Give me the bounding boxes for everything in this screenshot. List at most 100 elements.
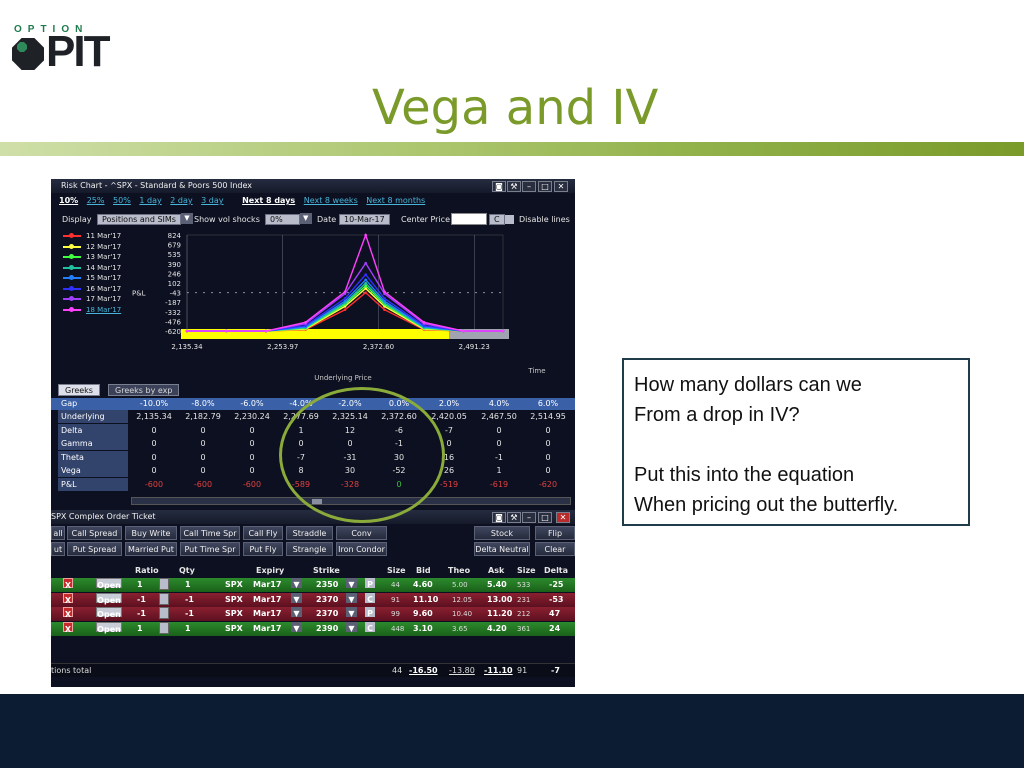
leg-ask[interactable]: 4.20: [487, 623, 507, 633]
remove-leg-icon[interactable]: X: [63, 592, 73, 605]
leg-bid[interactable]: 4.60: [413, 580, 433, 589]
ratio-spinner[interactable]: [159, 592, 169, 605]
put-call-toggle[interactable]: C: [365, 621, 375, 633]
chevron-down-icon[interactable]: ▼: [291, 592, 302, 604]
legend-item[interactable]: 12 Mar'17: [63, 242, 121, 253]
legend-item[interactable]: 17 Mar'17: [63, 294, 121, 305]
time-label: Time: [527, 367, 545, 375]
total-ask[interactable]: -11.10: [484, 666, 513, 675]
strategy-button[interactable]: Put Spread: [67, 542, 122, 556]
strategy-button[interactable]: Straddle: [286, 526, 333, 540]
strategy-button[interactable]: Call Time Spr: [180, 526, 240, 540]
total-theo: -13.80: [449, 666, 475, 675]
minimize-icon[interactable]: –: [522, 181, 536, 192]
maximize-icon[interactable]: □: [538, 181, 552, 192]
date-field[interactable]: 10-Mar-17: [339, 213, 390, 226]
remove-leg-icon[interactable]: X: [63, 578, 73, 590]
strategy-button[interactable]: Delta Neutral: [474, 542, 530, 556]
chevron-down-icon[interactable]: ▼: [346, 607, 357, 618]
chevron-down-icon[interactable]: ▼: [180, 213, 193, 224]
ratio-spinner[interactable]: [159, 607, 169, 619]
strategy-button[interactable]: Iron Condor: [336, 542, 387, 556]
period-link-8weeks[interactable]: Next 8 weeks: [303, 196, 358, 205]
close-icon[interactable]: ✕: [556, 512, 570, 523]
strategy-button[interactable]: Call Fly: [243, 526, 283, 540]
tab-greeks[interactable]: Greeks: [58, 384, 100, 396]
strategy-button[interactable]: Clear: [535, 542, 575, 556]
display-select[interactable]: Positions and SIMs ▼: [97, 213, 193, 226]
strategy-button[interactable]: Married Put: [125, 542, 177, 556]
camera-icon[interactable]: ◙: [492, 181, 506, 192]
strategy-button[interactable]: Stock: [474, 526, 530, 540]
leg-ask[interactable]: 13.00: [487, 594, 513, 604]
legend-item[interactable]: 16 Mar'17: [63, 284, 121, 295]
chevron-down-icon[interactable]: ▼: [291, 578, 302, 589]
open-close-button[interactable]: Open: [96, 621, 122, 634]
close-icon[interactable]: ✕: [554, 181, 568, 192]
period-link-8days[interactable]: Next 8 days: [242, 196, 296, 205]
strategy-buttons-row1: all Call Spread Buy Write Call Time Spr Call…: [51, 526, 575, 541]
center-button[interactable]: C: [489, 213, 505, 226]
leg-ask[interactable]: 11.20: [487, 609, 513, 618]
disable-lines-checkbox[interactable]: [505, 215, 514, 224]
strategy-button[interactable]: Call Spread: [67, 526, 122, 540]
open-close-button[interactable]: Open: [96, 578, 122, 590]
chevron-down-icon[interactable]: ▼: [346, 621, 357, 633]
legend-item[interactable]: 18 Mar'17: [63, 305, 121, 316]
pl-series-point: [364, 261, 367, 265]
callout-box: How many dollars can we From a drop in I…: [622, 358, 970, 526]
leg-ask-size: 231: [517, 595, 531, 604]
camera-icon[interactable]: ◙: [492, 512, 506, 523]
chevron-down-icon[interactable]: ▼: [299, 213, 312, 224]
range-link-10[interactable]: 10%: [59, 196, 79, 205]
remove-leg-icon[interactable]: X: [63, 607, 73, 619]
put-call-toggle[interactable]: P: [365, 578, 375, 589]
legend-item[interactable]: 15 Mar'17: [63, 273, 121, 284]
chevron-down-icon[interactable]: ▼: [291, 621, 302, 633]
strategy-button[interactable]: Flip: [535, 526, 575, 540]
strategy-button[interactable]: Buy Write: [125, 526, 177, 540]
maximize-icon[interactable]: □: [538, 512, 552, 523]
leg-ask[interactable]: 5.40: [487, 580, 507, 589]
period-link-8months[interactable]: Next 8 months: [366, 196, 426, 205]
legs-header-cell: Expiry: [256, 566, 285, 575]
leg-bid[interactable]: 11.10: [413, 594, 439, 604]
chevron-down-icon[interactable]: ▼: [346, 592, 357, 604]
strategy-button[interactable]: Strangle: [286, 542, 333, 556]
wrench-icon[interactable]: ⚒: [507, 181, 521, 192]
center-price-input[interactable]: [451, 213, 487, 225]
range-link-2day[interactable]: 2 day: [170, 196, 193, 205]
open-close-button[interactable]: Open: [96, 592, 122, 605]
wrench-icon[interactable]: ⚒: [507, 512, 521, 523]
vol-shocks-select[interactable]: 0% ▼: [265, 213, 312, 226]
leg-bid[interactable]: 9.60: [413, 609, 433, 618]
legend-item[interactable]: 13 Mar'17: [63, 252, 121, 263]
strategy-button[interactable]: Conv: [336, 526, 387, 540]
put-call-toggle[interactable]: C: [365, 592, 375, 604]
chevron-down-icon[interactable]: ▼: [346, 578, 357, 589]
highlight-circle: [279, 387, 445, 523]
range-link-25[interactable]: 25%: [86, 196, 105, 205]
strategy-button[interactable]: all: [51, 526, 65, 540]
total-bid[interactable]: -16.50: [409, 666, 438, 675]
strategy-button[interactable]: Put Fly: [243, 542, 283, 556]
minimize-icon[interactable]: –: [522, 512, 536, 523]
strategy-button[interactable]: ut: [51, 542, 65, 556]
ratio-spinner[interactable]: [159, 621, 169, 634]
range-link-1day[interactable]: 1 day: [139, 196, 162, 205]
range-link-50[interactable]: 50%: [113, 196, 131, 205]
legend-item[interactable]: 14 Mar'17: [63, 263, 121, 274]
leg-theo: 3.65: [452, 624, 468, 633]
leg-strike: 2370: [316, 609, 339, 618]
remove-leg-icon[interactable]: X: [63, 621, 73, 634]
ratio-spinner[interactable]: [159, 578, 169, 590]
tab-greeks-by-exp[interactable]: Greeks by exp: [108, 384, 180, 396]
range-link-3day[interactable]: 3 day: [201, 196, 224, 205]
leg-bid[interactable]: 3.10: [413, 623, 433, 633]
legend-item[interactable]: 11 Mar'17: [63, 231, 121, 242]
put-call-toggle[interactable]: P: [365, 607, 375, 618]
open-close-button[interactable]: Open: [96, 607, 122, 619]
chevron-down-icon[interactable]: ▼: [291, 607, 302, 618]
strategy-button[interactable]: Put Time Spr: [180, 542, 240, 556]
greeks-row-label: Underlying: [58, 410, 128, 423]
